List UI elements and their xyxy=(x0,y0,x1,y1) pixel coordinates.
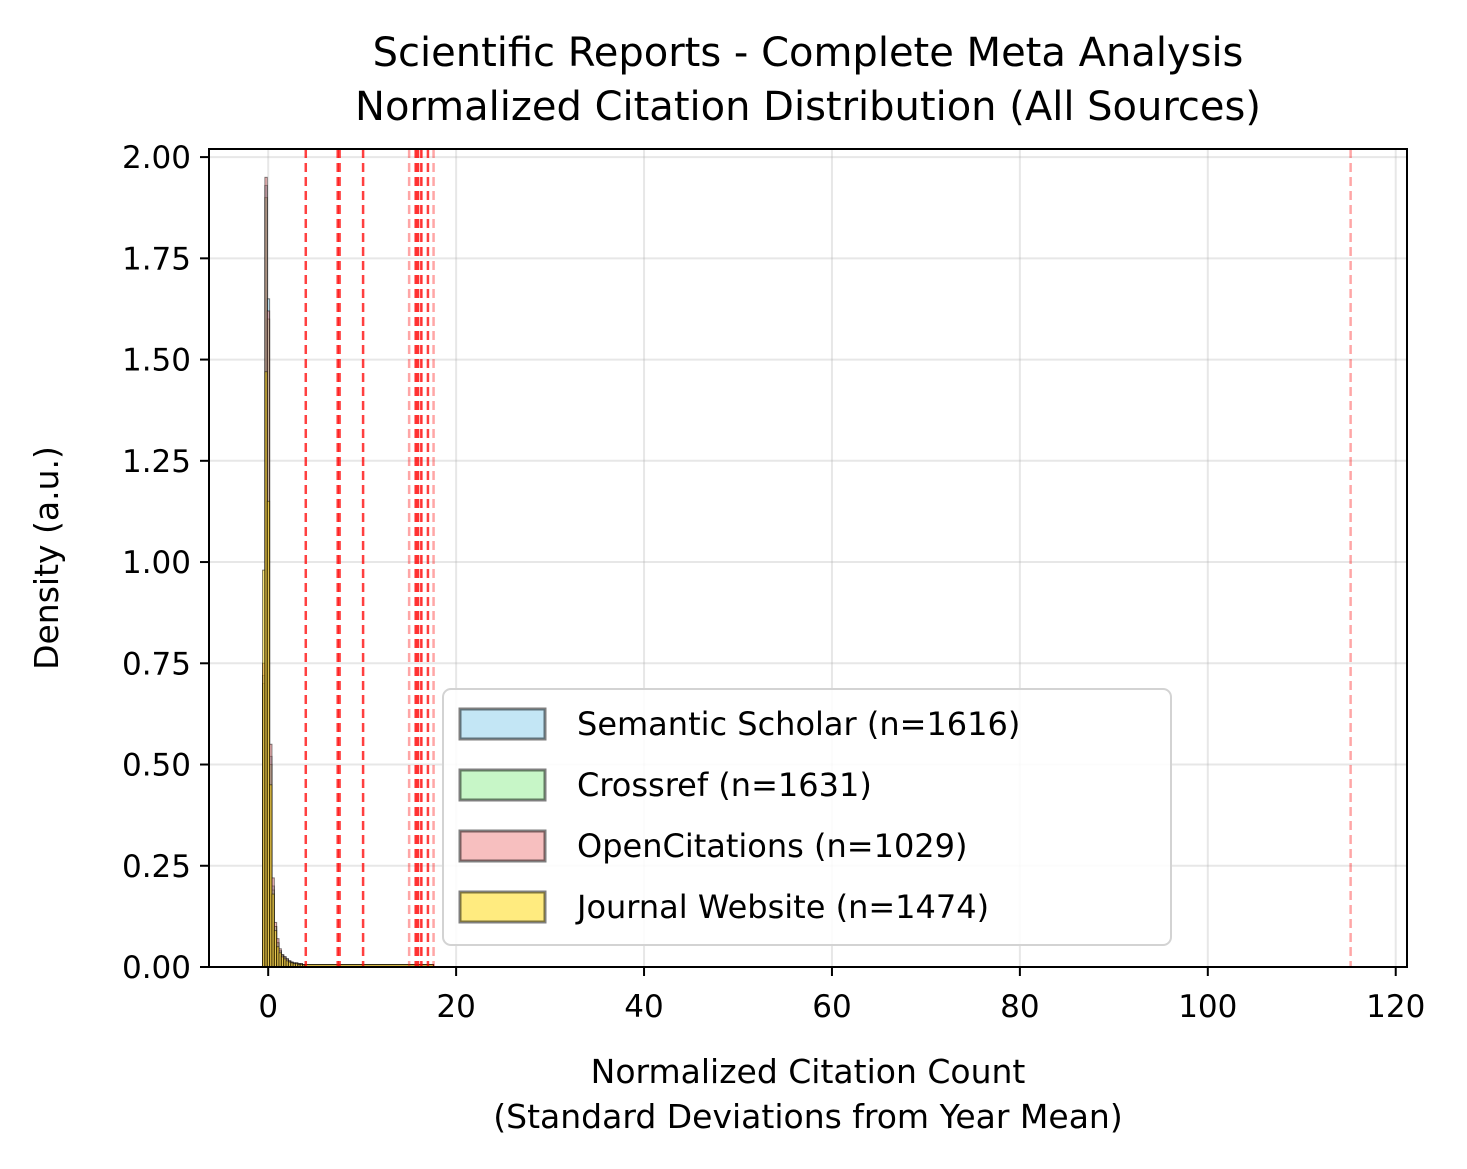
x-tick-label: 100 xyxy=(1178,989,1237,1025)
y-tick-label: 0.00 xyxy=(122,950,191,986)
x-tick-label: 80 xyxy=(1000,989,1039,1025)
y-axis-ticks: 0.00 0.25 0.50 0.75 1.00 1.25 1.50 1.75 2.00 xyxy=(122,140,209,986)
legend-label-4: Journal Website (n=1474) xyxy=(575,888,989,926)
y-tick-label: 0.25 xyxy=(122,849,191,885)
chart-title-line-1: Scientific Reports - Complete Meta Analy… xyxy=(373,30,1244,76)
plot-frame xyxy=(208,148,1408,968)
x-axis-ticks: 0 20 40 60 80 100 120 xyxy=(258,967,1425,1025)
y-tick-label: 1.50 xyxy=(122,343,191,379)
y-tick-label: 1.25 xyxy=(122,444,191,480)
y-tick-label: 0.75 xyxy=(122,646,191,682)
legend-label-1: Semantic Scholar (n=1616) xyxy=(577,705,1020,743)
x-tick-label: 60 xyxy=(812,989,851,1025)
y-tick-label: 0.50 xyxy=(122,748,191,784)
y-tick-label: 1.00 xyxy=(122,545,191,581)
chart-title-line-2: Normalized Citation Distribution (All So… xyxy=(355,84,1261,130)
legend-swatch-3 xyxy=(458,829,547,863)
legend-swatch-1 xyxy=(458,707,547,741)
legend-swatch-4 xyxy=(458,890,547,924)
legend-frame xyxy=(442,688,1172,946)
legend: Semantic Scholar (n=1616) Crossref (n=163… xyxy=(442,688,1172,946)
x-tick-label: 40 xyxy=(624,989,663,1025)
x-axis-label-line-2: (Standard Deviations from Year Mean) xyxy=(493,1097,1122,1136)
y-axis-label: Density (a.u.) xyxy=(27,446,66,670)
x-tick-label: 120 xyxy=(1366,989,1425,1025)
legend-label-2: Crossref (n=1631) xyxy=(577,766,872,804)
legend-swatch-2 xyxy=(458,768,547,802)
x-axis-label-line-1: Normalized Citation Count xyxy=(591,1052,1026,1091)
x-tick-label: 20 xyxy=(436,989,475,1025)
y-tick-label: 2.00 xyxy=(122,140,191,176)
reference-lines xyxy=(304,149,1352,967)
x-tick-label: 0 xyxy=(258,989,278,1025)
y-tick-label: 1.75 xyxy=(122,241,191,277)
legend-label-3: OpenCitations (n=1029) xyxy=(577,827,968,865)
